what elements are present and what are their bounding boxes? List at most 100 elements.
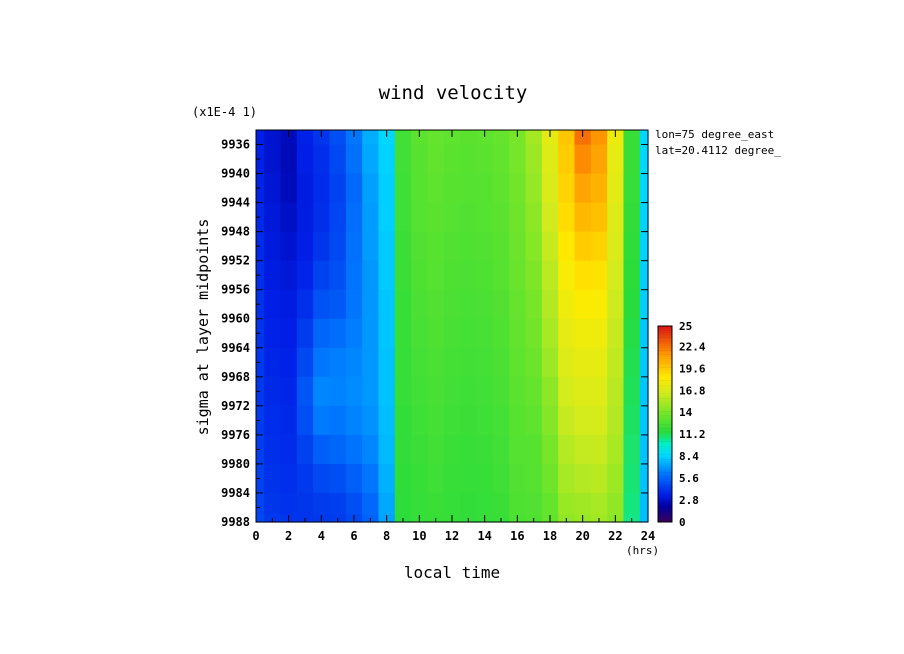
heatmap-cell (313, 289, 331, 320)
heatmap-cell (362, 405, 380, 436)
heatmap-cell (607, 492, 625, 516)
heatmap-cell (427, 144, 445, 175)
heatmap-cell (394, 347, 412, 378)
heatmap-cell (411, 434, 429, 465)
heatmap-cell (639, 405, 649, 436)
colorbar-swatch (658, 493, 672, 497)
colorbar-swatch (658, 474, 672, 477)
heatmap-cell (460, 492, 478, 516)
heatmap-cell (329, 347, 347, 378)
colorbar-label: 0 (679, 516, 686, 529)
heatmap-cell (411, 347, 429, 378)
heatmap-cell (345, 376, 363, 407)
heatmap-cell (313, 434, 331, 465)
heatmap-cell (590, 492, 608, 516)
colorbar-swatch (658, 349, 672, 353)
heatmap-cell (558, 405, 576, 436)
heatmap-cell (280, 463, 298, 494)
heatmap-cell (590, 144, 608, 175)
heatmap-cell (378, 202, 396, 233)
heatmap-cell (427, 289, 445, 320)
heatmap-cell (427, 318, 445, 349)
y-tick-label: 9964 (221, 341, 250, 355)
colorbar-swatch (658, 441, 672, 444)
heatmap-cell (256, 260, 265, 291)
heatmap-cell (460, 173, 478, 204)
heatmap-cell (460, 144, 478, 175)
heatmap-cell (264, 318, 282, 349)
heatmap-cell (623, 434, 641, 465)
colorbar-swatch (658, 345, 672, 349)
heatmap-cell (623, 173, 641, 204)
heatmap-cell (362, 463, 380, 494)
heatmap-cell (623, 405, 641, 436)
heatmap-cell (264, 492, 282, 516)
heatmap-cell (280, 318, 298, 349)
heatmap-cell (590, 289, 608, 320)
heatmap-cell (623, 202, 641, 233)
heatmap-cell (607, 289, 625, 320)
heatmap-cell (607, 231, 625, 262)
heatmap-cell (256, 463, 265, 494)
heatmap-cell (378, 260, 396, 291)
heatmap-cell (264, 260, 282, 291)
heatmap-cell (394, 173, 412, 204)
heatmap-cell (574, 492, 592, 516)
heatmap-cell (427, 405, 445, 436)
heatmap-cell (345, 318, 363, 349)
colorbar-swatch (658, 358, 672, 362)
heatmap-cell (492, 144, 510, 175)
colorbar-swatch (658, 439, 672, 442)
heatmap-cell (411, 260, 429, 291)
heatmap-cell (460, 202, 478, 233)
heatmap-cell (345, 492, 363, 516)
heatmap-cell (509, 318, 527, 349)
heatmap-cell (427, 463, 445, 494)
heatmap-cell (411, 173, 429, 204)
heatmap-cell (427, 130, 445, 146)
colorbar-swatch (658, 478, 672, 482)
colorbar-swatch (658, 404, 672, 407)
heatmap-cell (590, 405, 608, 436)
colorbar-swatch (658, 489, 672, 492)
heatmap-cell (639, 231, 649, 262)
heatmap-cell (476, 434, 494, 465)
chart-title: wind velocity (379, 82, 528, 104)
heatmap-cell (509, 463, 527, 494)
heatmap-cell (280, 492, 298, 516)
heatmap-cell (264, 202, 282, 233)
colorbar-swatch (658, 393, 672, 397)
heatmap-cell (264, 130, 282, 146)
colorbar-swatch (658, 402, 672, 405)
colorbar-swatch (658, 360, 672, 364)
heatmap-cell (574, 376, 592, 407)
colorbar-swatch (658, 417, 672, 421)
heatmap-cell (623, 130, 641, 146)
heatmap-cell (362, 173, 380, 204)
heatmap-cell (378, 434, 396, 465)
heatmap-cell (329, 376, 347, 407)
colorbar-swatch (658, 352, 672, 355)
heatmap-cell (362, 144, 380, 175)
heatmap-cell (558, 260, 576, 291)
heatmap-cell (558, 202, 576, 233)
heatmap-cell (476, 289, 494, 320)
colorbar-swatch (658, 461, 672, 464)
heatmap-cell (476, 144, 494, 175)
heatmap-cell (639, 144, 649, 175)
heatmap-cell (362, 318, 380, 349)
colorbar-frame (657, 325, 673, 523)
heatmap-cell (574, 347, 592, 378)
colorbar-label: 8.4 (679, 450, 699, 463)
heatmap-cell (296, 405, 314, 436)
heatmap-cell (362, 347, 380, 378)
heatmap-cell (460, 318, 478, 349)
colorbar-swatch (658, 506, 672, 510)
heatmap-cell (525, 434, 543, 465)
heatmap-cell (411, 289, 429, 320)
heatmap-cell (590, 376, 608, 407)
heatmap-cell (411, 130, 429, 146)
heatmap-cell (313, 260, 331, 291)
heatmap-cell (623, 376, 641, 407)
heatmap-cell (509, 260, 527, 291)
